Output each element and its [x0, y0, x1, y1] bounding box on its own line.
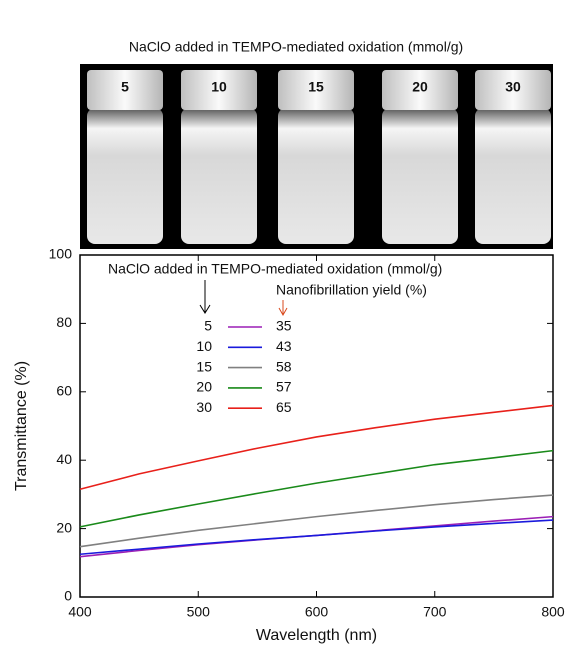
cap-label: 15 [308, 79, 324, 95]
y-axis-label: Transmittance (%) [13, 361, 30, 491]
yield-label: 35 [276, 318, 292, 334]
series-line [79, 404, 554, 491]
yield-label: 65 [276, 399, 292, 415]
yield-arrowhead [278, 307, 288, 317]
yield-label: 43 [276, 338, 292, 354]
legend-label: 15 [196, 358, 212, 374]
legend-label: 30 [196, 399, 212, 415]
cap-label: 5 [121, 79, 129, 95]
vial-glass [475, 108, 551, 244]
plot-frame [79, 254, 554, 598]
vial-glass [87, 108, 163, 244]
series-line [79, 449, 554, 528]
vial-glass [181, 108, 257, 244]
cap-label: 20 [412, 79, 428, 95]
x-tick-label: 500 [187, 604, 211, 620]
series-line [79, 494, 554, 548]
cap-label: 10 [211, 79, 227, 95]
y-tick-label: 0 [64, 588, 72, 604]
photo-title: NaClO added in TEMPO-mediated oxidation … [129, 39, 463, 55]
legend-arrowhead [199, 304, 211, 314]
x-axis-label: Wavelength (nm) [256, 627, 377, 644]
vial-cap [382, 70, 458, 110]
yield-label: 57 [276, 379, 292, 395]
x-tick-label: 600 [305, 604, 329, 620]
y-tick-label: 80 [56, 314, 72, 330]
y-tick-label: 100 [49, 246, 73, 262]
x-tick-label: 700 [423, 604, 447, 620]
cap-label: 30 [505, 79, 521, 95]
y-tick-label: 20 [56, 519, 72, 535]
vial-glass [382, 108, 458, 244]
vial-cap [87, 70, 163, 110]
yield-label: 58 [276, 358, 292, 374]
legend-title: NaClO added in TEMPO-mediated oxidation … [108, 261, 442, 277]
vial-glass [278, 108, 354, 244]
series-line [79, 519, 554, 556]
vial-cap [181, 70, 257, 110]
legend-label: 5 [204, 318, 212, 334]
x-tick-label: 800 [541, 604, 565, 620]
x-tick-label: 400 [68, 604, 92, 620]
vial-cap [278, 70, 354, 110]
legend-label: 20 [196, 379, 212, 395]
legend-label: 10 [196, 338, 212, 354]
y-tick-label: 60 [56, 383, 72, 399]
vial-cap [475, 70, 551, 110]
yield-title: Nanofibrillation yield (%) [276, 282, 427, 298]
y-tick-label: 40 [56, 451, 72, 467]
